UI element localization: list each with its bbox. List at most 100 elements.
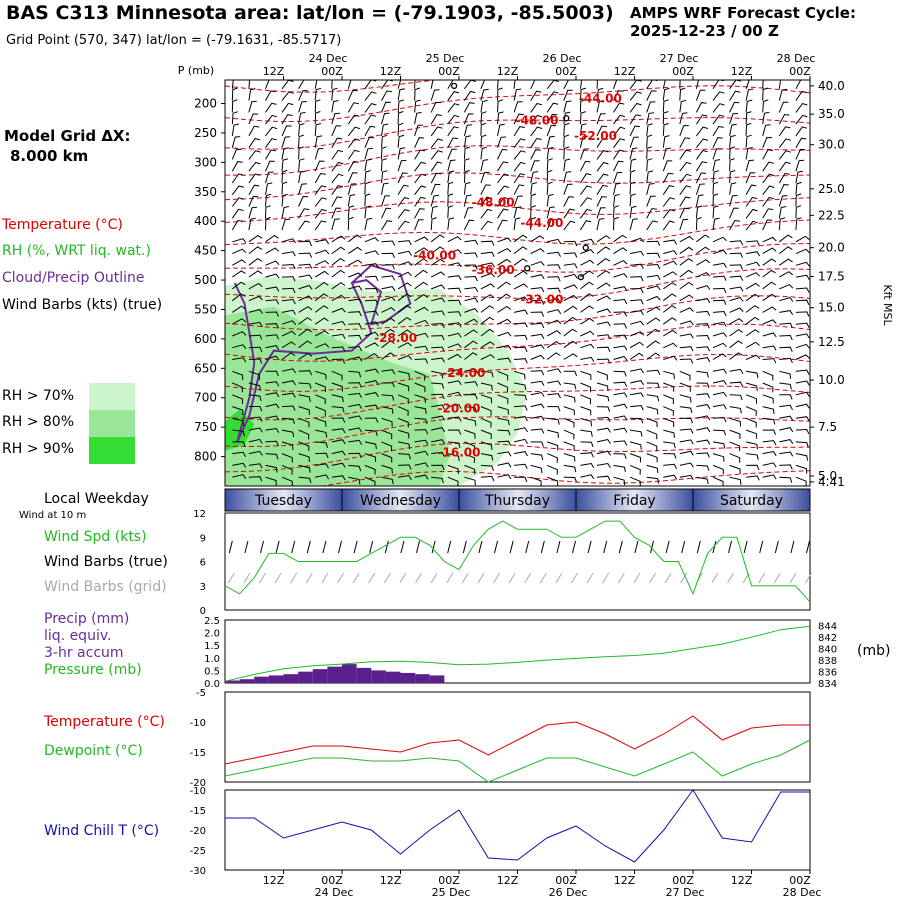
wind-barb bbox=[414, 306, 429, 313]
wind-barb bbox=[646, 90, 657, 101]
wind-barb bbox=[248, 334, 263, 340]
wind-barb bbox=[364, 193, 371, 207]
wind-barb bbox=[298, 274, 313, 280]
height-tick-label: 4.41 bbox=[818, 475, 845, 489]
wind-barb bbox=[546, 193, 554, 207]
wind-barb bbox=[281, 206, 289, 219]
wind-barb bbox=[695, 161, 708, 172]
wind-barb bbox=[663, 355, 678, 361]
wind-barb bbox=[762, 281, 776, 290]
wind-barb bbox=[265, 381, 280, 387]
wind-barb bbox=[497, 451, 512, 457]
wind-barb bbox=[315, 417, 327, 427]
wind-barb bbox=[563, 80, 574, 90]
surface-wind-barb bbox=[681, 540, 686, 554]
wind-barb bbox=[514, 394, 528, 401]
surface-wind-barb bbox=[525, 540, 530, 554]
wind-barb bbox=[464, 441, 475, 451]
wind-barb bbox=[364, 136, 375, 148]
height-tick-label: 7.5 bbox=[818, 420, 837, 434]
precip-bar bbox=[225, 680, 240, 683]
surface-wind-barb bbox=[743, 540, 748, 554]
isotherm-label: -16.00 bbox=[438, 446, 481, 460]
wind-barb bbox=[596, 173, 609, 184]
surface-wind-barb bbox=[291, 540, 296, 554]
wind-barb bbox=[315, 343, 330, 349]
wind-barb bbox=[447, 299, 462, 306]
wind-barb bbox=[530, 248, 545, 255]
wind-barb bbox=[762, 462, 777, 468]
calm-wind-circle bbox=[450, 82, 458, 90]
precip-bar bbox=[283, 674, 299, 683]
wind-barb bbox=[695, 80, 700, 89]
wind-barb bbox=[629, 331, 645, 337]
legend-rh80: RH > 80% bbox=[2, 414, 75, 430]
wind-barb bbox=[679, 137, 691, 148]
wind-barb bbox=[729, 207, 739, 219]
wind-barb bbox=[248, 113, 259, 125]
wind-barb bbox=[646, 328, 660, 337]
wind-barb bbox=[579, 160, 591, 172]
wind-barb bbox=[745, 261, 761, 267]
wind-barb bbox=[480, 283, 495, 290]
wind-barb bbox=[347, 89, 358, 101]
wind-barb bbox=[646, 464, 659, 474]
wind-barb bbox=[497, 219, 508, 231]
wind-barb bbox=[497, 344, 512, 350]
wind-barb bbox=[464, 318, 479, 325]
wind-barb bbox=[663, 271, 678, 278]
wind-barb bbox=[596, 370, 608, 381]
wind-barb bbox=[265, 90, 276, 101]
wind-barb bbox=[712, 236, 727, 243]
wind-barb bbox=[314, 123, 322, 136]
wind-barb bbox=[265, 102, 277, 113]
wind-barb bbox=[712, 380, 727, 385]
wind-barb bbox=[514, 322, 528, 328]
wind-barb bbox=[762, 394, 774, 404]
wind-barb bbox=[712, 391, 727, 397]
wind-barb bbox=[547, 453, 558, 463]
wind-barb bbox=[414, 87, 421, 101]
wind-barb bbox=[580, 474, 595, 480]
wind-barb bbox=[679, 462, 694, 468]
wind-barb bbox=[232, 451, 247, 457]
wind-barb bbox=[729, 264, 743, 270]
wind-barb bbox=[447, 353, 462, 360]
wind-barb bbox=[265, 273, 280, 279]
wind-barb bbox=[431, 357, 445, 363]
wind-barb bbox=[745, 441, 758, 450]
surface-grid-barb bbox=[571, 572, 578, 584]
wind-barb bbox=[579, 135, 588, 148]
surface-wind-barb bbox=[650, 540, 654, 554]
wind-barb bbox=[231, 87, 238, 101]
wind-barbs-true-label: Wind Barbs (true) bbox=[44, 554, 168, 570]
wind-barb bbox=[513, 296, 529, 302]
wind-barb bbox=[381, 328, 395, 337]
wind-barb bbox=[679, 358, 694, 364]
wind-barb bbox=[348, 334, 362, 341]
wind-barb bbox=[281, 114, 293, 125]
isotherm-line bbox=[225, 442, 810, 473]
precip-bar bbox=[385, 671, 401, 683]
wind-barb bbox=[629, 102, 642, 113]
wind-barb bbox=[463, 135, 472, 148]
wind-barb bbox=[331, 320, 346, 326]
wind-barb bbox=[447, 262, 462, 268]
wind-barb bbox=[397, 329, 412, 337]
surface-wind-barb bbox=[759, 540, 764, 554]
wind-barb bbox=[414, 345, 429, 351]
wind-barb bbox=[281, 102, 294, 113]
wind-barb bbox=[679, 196, 691, 207]
wind-barb bbox=[231, 148, 242, 160]
surface-wind-barb bbox=[260, 540, 264, 554]
wind-barb bbox=[745, 382, 758, 392]
surface-grid-barb bbox=[305, 572, 313, 584]
wind-barb bbox=[298, 382, 312, 389]
pressure-tick-label: 700 bbox=[194, 391, 217, 405]
isotherm-line bbox=[225, 80, 439, 93]
wind-barb bbox=[463, 146, 471, 160]
wind-barb bbox=[281, 263, 296, 270]
wind-barb bbox=[662, 99, 669, 113]
wind-barb bbox=[480, 272, 495, 278]
isotherm-line bbox=[225, 172, 810, 201]
